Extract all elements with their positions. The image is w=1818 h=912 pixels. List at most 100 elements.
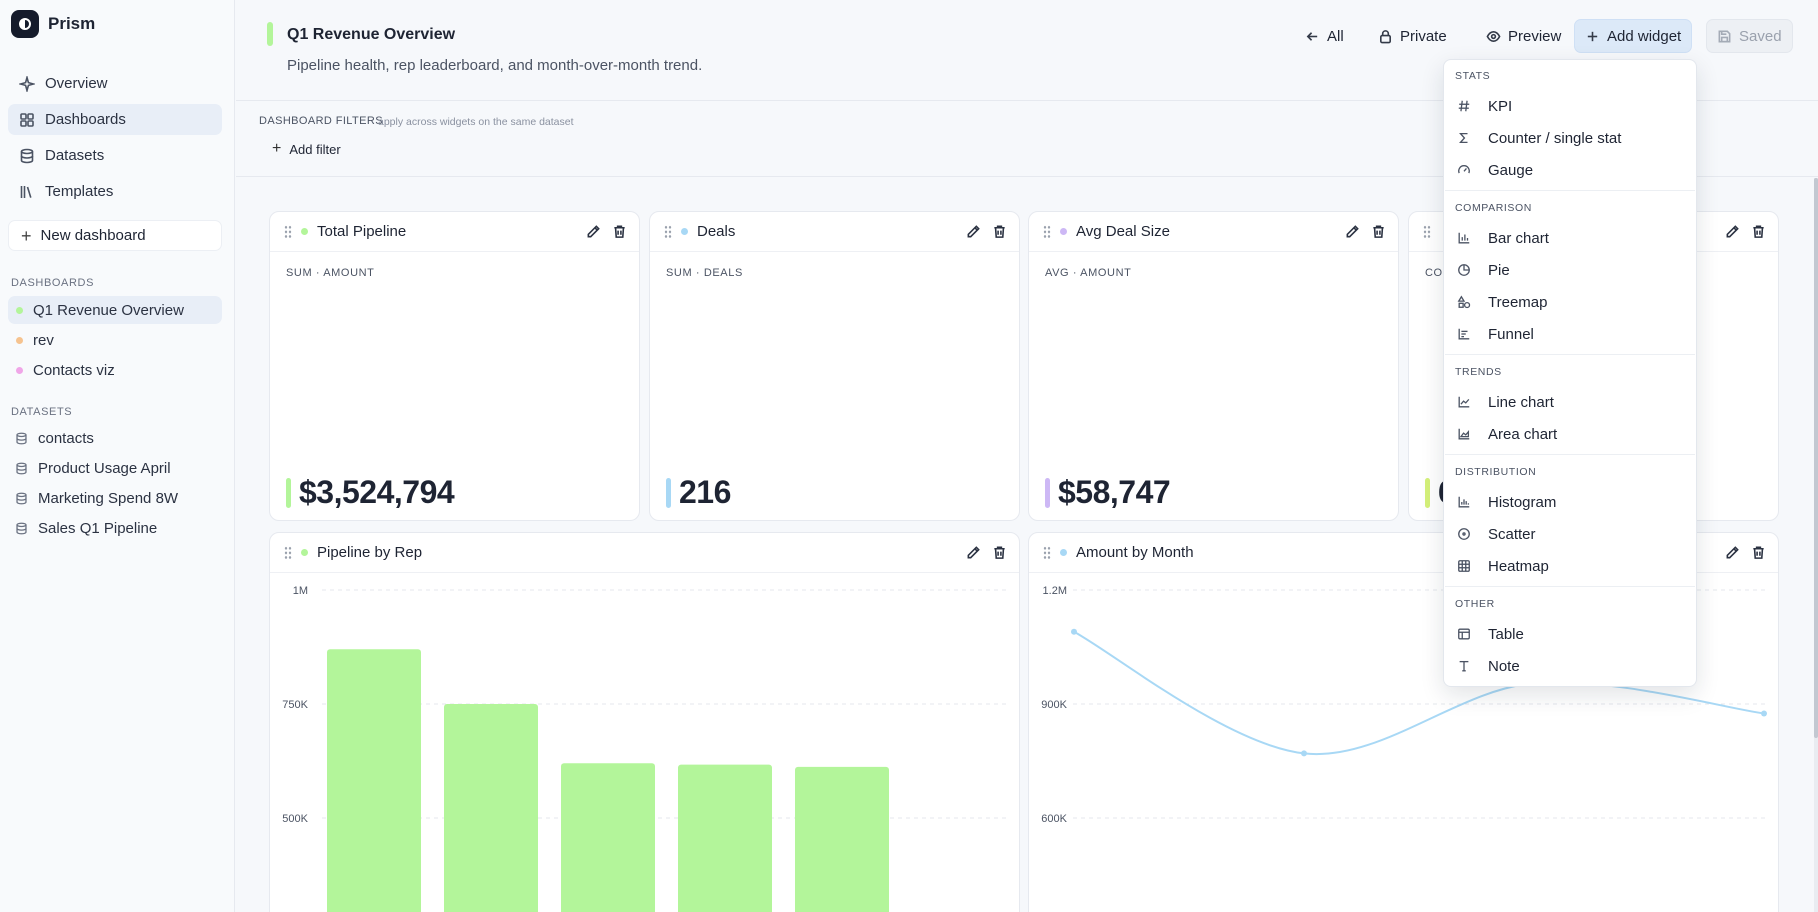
save-icon [1718,30,1731,42]
nav-templates[interactable]: Templates [8,176,222,207]
dataset-item[interactable]: contacts [8,424,222,452]
menu-item-gauge[interactable]: Gauge [1445,155,1695,185]
widget-header: Deals [650,212,1019,252]
menu-item-funnel[interactable]: Funnel [1445,319,1695,349]
add-widget-menu: Stats KPI Counter / single stat Gauge Co… [1443,59,1697,687]
menu-item-table[interactable]: Table [1445,619,1695,649]
bar-chart-icon [1458,232,1470,244]
dashboard-item-label: Q1 Revenue Overview [33,301,184,319]
widget-title: Amount by Month [1076,544,1194,561]
bar [678,764,772,912]
trash-icon[interactable] [992,545,1007,560]
database-icon [20,148,34,163]
menu-item-label: Histogram [1488,493,1557,511]
dashboard-item[interactable]: rev [8,326,222,354]
menu-item-scatter[interactable]: Scatter [1445,519,1695,549]
menu-item-histogram[interactable]: Histogram [1445,487,1695,517]
pencil-icon[interactable] [966,545,981,560]
series-line [1073,630,1765,756]
widget-pipeline-by-rep[interactable]: Pipeline by Rep 1M 750K 500K [269,532,1020,912]
nav-dashboards[interactable]: Dashboards [8,104,222,135]
pencil-icon[interactable] [1345,224,1360,239]
trash-icon[interactable] [1751,545,1766,560]
dataset-item[interactable]: Sales Q1 Pipeline [8,514,222,542]
kpi-color-bar [1425,477,1430,508]
database-icon [16,432,27,444]
widget-avg-deal-size[interactable]: Avg Deal Size AVG · AMOUNT $58,747 [1028,211,1399,521]
menu-item-line-chart[interactable]: Line chart [1445,387,1695,417]
filters-label: DASHBOARD FILTERS [259,115,383,127]
menu-item-bar-chart[interactable]: Bar chart [1445,223,1695,253]
prism-logo-icon [11,10,39,38]
sparkle-icon [19,75,35,92]
trash-icon[interactable] [1371,224,1386,239]
data-point [1071,628,1077,635]
dashboard-item[interactable]: Contacts viz [8,356,222,384]
drag-handle-icon[interactable] [284,545,292,560]
line-chart-icon [1458,396,1470,408]
menu-divider [1445,586,1695,587]
add-filter-button[interactable]: + Add filter [272,141,341,157]
trash-icon[interactable] [992,224,1007,239]
menu-item-label: KPI [1488,97,1513,115]
y-tick-label: 750K [282,699,308,711]
menu-item-label: Table [1488,625,1524,643]
widget-total-pipeline[interactable]: Total Pipeline SUM · AMOUNT $3,524,794 [269,211,640,521]
private-toggle-button[interactable]: Private [1368,19,1457,53]
pie-icon [1458,264,1470,276]
kpi-color-bar [666,477,671,508]
plus-icon [1587,31,1598,41]
color-dot [301,549,308,556]
widget-header: Total Pipeline [270,212,639,252]
filters-hint: apply across widgets on the same dataset [378,116,574,128]
brand[interactable]: Prism [11,10,95,38]
arrow-left-icon [1306,31,1318,41]
text-icon [1459,660,1469,672]
page-title[interactable]: Q1 Revenue Overview [287,26,456,43]
add-widget-button[interactable]: Add widget [1574,19,1693,53]
drag-handle-icon[interactable] [1043,545,1051,560]
saved-status-button[interactable]: Saved [1706,19,1793,53]
grid-icon [20,112,34,127]
drag-handle-icon[interactable] [284,224,292,239]
menu-item-note[interactable]: Note [1445,651,1695,681]
drag-handle-icon[interactable] [1423,224,1431,239]
y-tick-label: 1M [293,585,308,597]
drag-handle-icon[interactable] [664,224,672,239]
bar-chart: 1M 750K 500K [282,585,1010,912]
drag-handle-icon[interactable] [1043,224,1051,239]
menu-item-label: Gauge [1488,161,1534,179]
pencil-icon[interactable] [586,224,601,239]
page-subtitle[interactable]: Pipeline health, rep leaderboard, and mo… [287,57,703,74]
dashboard-item[interactable]: Q1 Revenue Overview [8,296,222,324]
trash-icon[interactable] [1751,224,1766,239]
pencil-icon[interactable] [1725,224,1740,239]
dashboards-heading: Dashboards [11,277,95,289]
color-dot [681,228,688,235]
menu-item-counter[interactable]: Counter / single stat [1445,123,1695,153]
preview-button[interactable]: Preview [1476,19,1571,53]
nav-datasets[interactable]: Datasets [8,140,222,171]
dataset-item[interactable]: Product Usage April [8,454,222,482]
nav-overview[interactable]: Overview [8,68,222,99]
menu-item-pie[interactable]: Pie [1445,255,1695,285]
widget-header: Avg Deal Size [1029,212,1398,252]
canvas-scrollbar[interactable] [1814,178,1818,912]
preview-label: Preview [1508,27,1562,45]
trash-icon[interactable] [612,224,627,239]
menu-item-label: Area chart [1488,425,1558,443]
nav-dashboards-label: Dashboards [45,111,126,128]
scrollbar-thumb[interactable] [1814,178,1818,738]
menu-item-heatmap[interactable]: Heatmap [1445,551,1695,581]
widget-deals[interactable]: Deals SUM · DEALS 216 [649,211,1020,521]
new-dashboard-button[interactable]: + New dashboard [8,220,222,251]
pencil-icon[interactable] [966,224,981,239]
pencil-icon[interactable] [1725,545,1740,560]
dataset-item[interactable]: Marketing Spend 8W [8,484,222,512]
menu-item-kpi[interactable]: KPI [1445,91,1695,121]
shapes-icon [1457,295,1471,309]
database-icon [16,462,27,474]
menu-item-treemap[interactable]: Treemap [1445,287,1695,317]
back-to-all-button[interactable]: All [1295,19,1354,53]
menu-item-area-chart[interactable]: Area chart [1445,419,1695,449]
